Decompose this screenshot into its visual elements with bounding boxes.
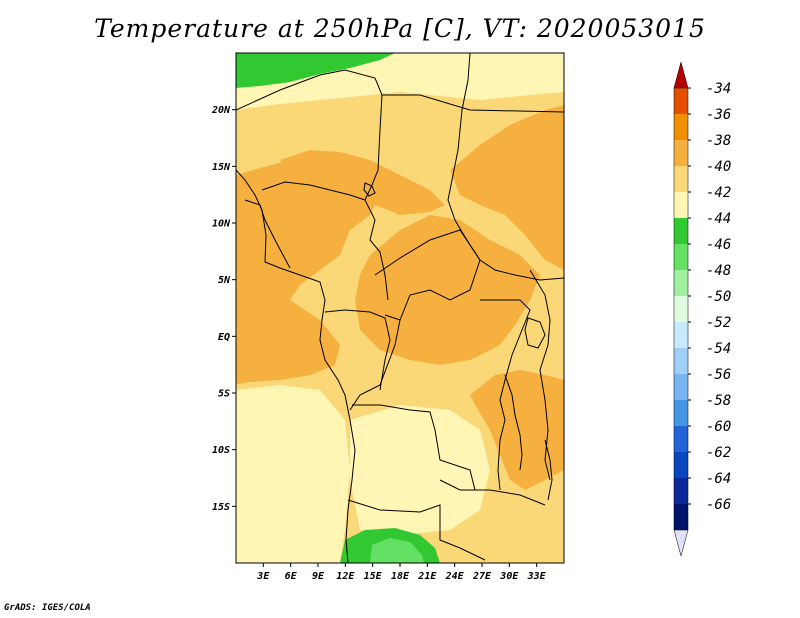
lon-tick-label: 9E xyxy=(312,571,325,582)
colorbar-label: -50 xyxy=(706,289,731,305)
colorbar-swatch xyxy=(674,166,688,193)
colorbar-swatch xyxy=(674,192,688,219)
field-band-40-38-northeast xyxy=(450,105,564,270)
lon-tick-label: 18E xyxy=(391,571,410,582)
colorbar-label: -52 xyxy=(706,315,731,331)
colorbar-bottom-arrow xyxy=(673,529,689,557)
colorbar: -34 -36 -38 -40 -42 -44 -46 -48 -50 -52 -54 -56 -58 -… xyxy=(673,61,731,557)
lat-tick-label: 15S xyxy=(212,502,230,513)
lat-tick-label: EQ xyxy=(218,332,230,343)
colorbar-swatch xyxy=(674,114,688,141)
lon-tick-label: 21E xyxy=(417,571,437,582)
border-drc-west xyxy=(349,319,401,411)
field-band-40-38-central xyxy=(355,215,540,365)
colorbar-swatch xyxy=(674,374,688,401)
border-nigeria xyxy=(261,181,366,201)
colorbar-label: -66 xyxy=(706,497,731,513)
border-angola xyxy=(352,404,476,491)
colorbar-label: -42 xyxy=(706,185,731,201)
lon-tick-label: 3E xyxy=(256,571,270,582)
lon-tick-label: 27E xyxy=(472,571,492,582)
colorbar-label: -36 xyxy=(706,107,731,123)
latitude-axis: 20N 15N 10N 5N EQ 5S 10S 15S xyxy=(211,105,236,513)
longitude-axis: 3E 6E 9E 12E 15E 18E 21E 24E 27E 30E 33E xyxy=(256,563,547,582)
colorbar-swatch xyxy=(674,244,688,271)
colorbar-label: -64 xyxy=(706,471,731,487)
lon-tick-label: 24E xyxy=(445,571,465,582)
colorbar-swatch xyxy=(674,348,688,375)
border-sahara xyxy=(236,69,389,301)
field-band-40-38-north-band xyxy=(280,150,445,215)
lon-tick-label: 33E xyxy=(527,571,547,582)
lat-tick-label: 10N xyxy=(212,219,231,230)
field-band-44-42-south xyxy=(350,405,490,535)
field-band-46-44-north xyxy=(236,53,395,88)
coastline xyxy=(236,169,356,563)
colorbar-label: -46 xyxy=(706,237,731,253)
map-title: Temperature at 250hPa [C], VT: 202005301… xyxy=(94,14,706,43)
colorbar-top-arrow xyxy=(673,61,689,89)
border-drc-east xyxy=(480,299,531,491)
lake-victoria xyxy=(524,317,546,349)
colorbar-label: -60 xyxy=(706,419,731,435)
colorbar-label: -54 xyxy=(706,341,731,357)
colorbar-swatch xyxy=(674,88,688,115)
field-band-40-38-west xyxy=(236,160,380,384)
colorbar-label: -34 xyxy=(706,81,731,97)
lake-malawi xyxy=(544,439,553,501)
field-band-44-42-southwest xyxy=(236,385,350,563)
colorbar-swatch xyxy=(674,478,688,505)
colorbar-swatch xyxy=(674,452,688,479)
border-zambia xyxy=(439,479,546,506)
lon-tick-label: 12E xyxy=(336,571,355,582)
lon-tick-label: 6E xyxy=(285,571,298,582)
colorbar-swatch xyxy=(674,140,688,167)
colorbar-label: -56 xyxy=(706,367,731,383)
border-namibia xyxy=(347,499,486,561)
border-east xyxy=(529,269,551,481)
border-congo xyxy=(324,309,391,391)
lat-tick-label: 15N xyxy=(212,162,231,173)
colorbar-swatch xyxy=(674,296,688,323)
colorbar-swatch xyxy=(674,270,688,297)
country-boundaries xyxy=(236,53,564,563)
lon-tick-label: 15E xyxy=(364,571,383,582)
colorbar-swatch xyxy=(674,218,688,245)
grads-credit: GrADS: IGES/COLA xyxy=(4,603,91,613)
colorbar-label: -44 xyxy=(706,211,731,227)
field-band-40-38-east xyxy=(470,370,564,490)
lat-tick-label: 5S xyxy=(218,389,230,400)
border-west-inland xyxy=(244,199,291,269)
colorbar-label: -48 xyxy=(706,263,731,279)
lake-tanganyika xyxy=(504,374,523,471)
lon-tick-label: 30E xyxy=(499,571,519,582)
colorbar-label: -40 xyxy=(706,159,731,175)
border-northeast xyxy=(447,53,564,281)
lat-tick-label: 10S xyxy=(212,445,230,456)
colorbar-label: -62 xyxy=(706,445,731,461)
colorbar-swatch xyxy=(674,426,688,453)
temperature-field xyxy=(236,53,564,563)
colorbar-label: -38 xyxy=(706,133,731,149)
border-libya-sudan xyxy=(382,94,564,113)
lat-tick-label: 5N xyxy=(218,275,231,286)
colorbar-swatch xyxy=(674,504,688,531)
colorbar-label: -58 xyxy=(706,393,731,409)
lat-tick-label: 20N xyxy=(211,105,231,116)
colorbar-swatch xyxy=(674,322,688,349)
lake-chad xyxy=(363,182,376,197)
border-car xyxy=(374,229,481,321)
field-band-48-46-south xyxy=(370,538,424,563)
colorbar-swatch xyxy=(674,400,688,427)
